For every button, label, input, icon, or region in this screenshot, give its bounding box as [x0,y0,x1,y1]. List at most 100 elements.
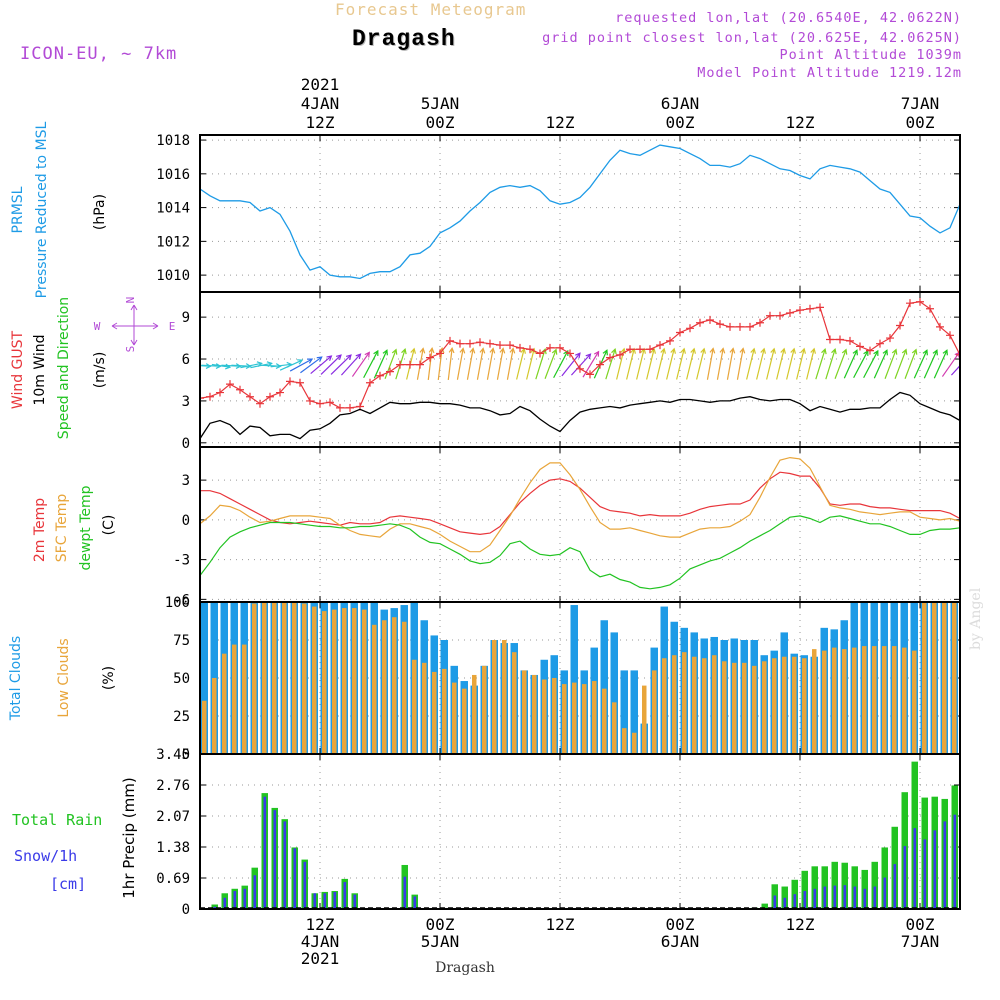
panel-frame [199,753,961,910]
wind-direction-arrow [320,354,342,375]
time-label-top: 6JAN [661,94,700,113]
time-label-bottom: 7JAN [901,932,940,951]
bar-snow [213,906,217,909]
y-tick-label: 75 [173,633,190,649]
wind-direction-arrow [766,347,777,380]
wind-direction-arrow [676,347,687,380]
bar-total-rain [962,799,969,909]
bar-low-clouds [202,700,207,754]
label-dewpt-temp: dewpt Temp [78,485,94,570]
bar-low-clouds [732,662,737,754]
wind-direction-arrow [516,347,527,380]
bar-snow [843,885,847,909]
time-label-top: 00Z [666,113,695,132]
bar-snow [243,888,247,909]
chart-subtitle: Forecast Meteogram [335,0,527,19]
bar-snow [823,886,827,909]
bar-low-clouds [692,656,697,754]
wind-direction-arrow [884,348,898,379]
bar-snow [833,885,837,909]
wind-direction-arrow [526,347,537,380]
wind-direction-arrow [351,351,370,377]
wind-direction-arrow [300,356,323,374]
y-tick-label: 2.76 [156,778,190,794]
compass-arrows [111,304,159,346]
bar-snow [333,891,337,909]
bar-low-clouds [942,602,947,754]
bar-low-clouds [772,658,777,754]
wind-direction-arrow [289,358,314,372]
bar-low-clouds [412,659,417,754]
gust-point [716,320,724,329]
time-label-top: 2021 [301,75,340,94]
wind-direction-arrow [340,353,362,376]
bar-low-clouds [232,644,237,754]
bar-low-clouds [702,658,707,754]
gust-point [836,335,844,344]
y-tick-label: 2.07 [156,809,190,825]
y-tick-label: 0.69 [156,871,190,887]
bar-low-clouds [552,678,557,754]
requested-coordinates: requested lon,lat (20.6540E, 42.0622N) [615,10,962,26]
bar-low-clouds [592,681,597,754]
wind-direction-arrow [427,347,435,381]
bar-snow [403,876,407,909]
bar-snow [413,896,417,909]
bar-low-clouds [302,603,307,754]
gust-point [546,343,554,352]
compass-n: N [124,297,137,304]
gust-point [456,339,464,348]
wind-direction-arrow [786,347,797,380]
bar-low-clouds [952,602,957,754]
gust-point [726,322,734,331]
label-1hr-precip: 1hr Precip (mm) [120,777,138,898]
bar-low-clouds [342,608,347,754]
bar-snow [303,861,307,909]
bar-total-clouds [620,670,628,754]
y-tick-label: 1018 [156,133,190,149]
bar-snow [283,821,287,909]
bar-low-clouds [392,617,397,754]
wind-direction-arrow [904,348,918,379]
gust-point [636,345,644,354]
label-pressure-msl: Pressure Reduced to MSL [34,121,50,298]
gust-point [506,341,514,350]
gust-point [736,322,744,331]
label-speed-direction: Speed and Direction [56,297,72,439]
wind-direction-arrow [330,354,352,375]
bar-snow [873,886,877,909]
time-label-top: 4JAN [301,94,340,113]
bar-low-clouds [322,611,327,754]
y-tick-label: 0 [182,513,190,529]
bar-low-clouds [472,674,477,754]
gust-point [916,297,924,306]
bar-total-clouds [200,602,208,754]
cloud-bars [200,602,958,754]
bar-total-rain [811,866,818,909]
label-percent: (%) [101,666,117,690]
wind-direction-arrow [506,347,516,380]
bar-low-clouds [662,658,667,754]
bar-snow [273,810,277,909]
gust-point [676,328,684,337]
bar-snow [813,888,817,909]
bar-snow [263,796,267,909]
time-label-top: 12Z [786,113,815,132]
y-tick-label: 3.45 [156,747,190,763]
gust-point [216,388,224,397]
wind-direction-arrow [553,349,569,379]
wind-direction-arrow [626,347,637,380]
gust-point [236,385,244,394]
gust-point [566,349,574,358]
bar-low-clouds [642,685,647,754]
series-dewpt-temp [200,515,960,590]
bar-total-clouds [600,620,608,754]
wind-direction-arrow [561,352,581,377]
bar-low-clouds [902,647,907,754]
label-sfc-temp: SFC Temp [54,494,70,563]
bar-low-clouds [312,606,317,754]
gust-point [536,349,544,358]
wind-direction-arrow [616,347,627,380]
gust-point [200,394,204,403]
wind-direction-arrow [843,349,858,379]
